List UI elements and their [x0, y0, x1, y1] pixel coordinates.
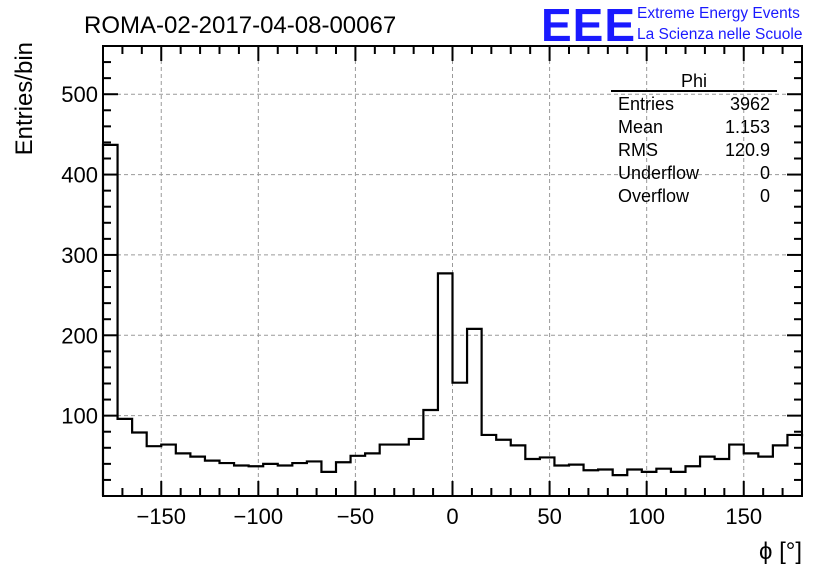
- grid: [103, 46, 802, 496]
- stats-row-label: Overflow: [618, 186, 690, 206]
- chart-title: ROMA-02-2017-04-08-00067: [84, 12, 396, 39]
- logo-line-1: Extreme Energy Events: [637, 5, 800, 22]
- logo-letters: EEE: [541, 0, 636, 51]
- stats-row-value: 120.9: [725, 140, 770, 160]
- x-tick-label: −50: [337, 504, 374, 529]
- x-axis-title: ϕ [°]: [759, 538, 802, 565]
- logo-line-2: La Scienza nelle Scuole: [637, 26, 802, 43]
- y-tick-label: 500: [61, 82, 98, 107]
- stats-rows: Entries 3962 Mean 1.153 RMS 120.9 Underflow 0 Ov…: [618, 94, 770, 206]
- stats-row-value: 0: [760, 186, 770, 206]
- stats-row-label: Underflow: [618, 163, 700, 183]
- stats-box-title: Phi: [681, 71, 707, 91]
- stats-row-label: RMS: [618, 140, 658, 160]
- eee-logo: EEE Extreme Energy Events La Scienza nel…: [541, 0, 802, 51]
- x-tick-label: −100: [234, 504, 284, 529]
- y-tick-label: 100: [61, 404, 98, 429]
- y-tick-label: 200: [61, 323, 98, 348]
- y-tick-label: 300: [61, 243, 98, 268]
- x-tick-label: −150: [136, 504, 186, 529]
- x-tick-label: 0: [446, 504, 458, 529]
- x-tick-label: 100: [628, 504, 665, 529]
- stats-row-label: Mean: [618, 117, 663, 137]
- stats-row-value: 3962: [730, 94, 770, 114]
- stats-row-value: 0: [760, 163, 770, 183]
- tick-labels: −150 −100 −50 0 50 100 150 100 200 300 400 500: [61, 82, 762, 529]
- histogram-series-line: [101, 143, 804, 496]
- axis-ticks: [103, 45, 802, 496]
- stats-row-value: 1.153: [725, 117, 770, 137]
- y-tick-label: 400: [61, 163, 98, 188]
- x-tick-label: 50: [537, 504, 561, 529]
- stats-box: Phi Entries 3962 Mean 1.153 RMS 120.9 Underflo…: [611, 71, 777, 206]
- y-axis-title: Entries/bin: [11, 42, 38, 155]
- x-tick-label: 150: [725, 504, 762, 529]
- stats-row-label: Entries: [618, 94, 674, 114]
